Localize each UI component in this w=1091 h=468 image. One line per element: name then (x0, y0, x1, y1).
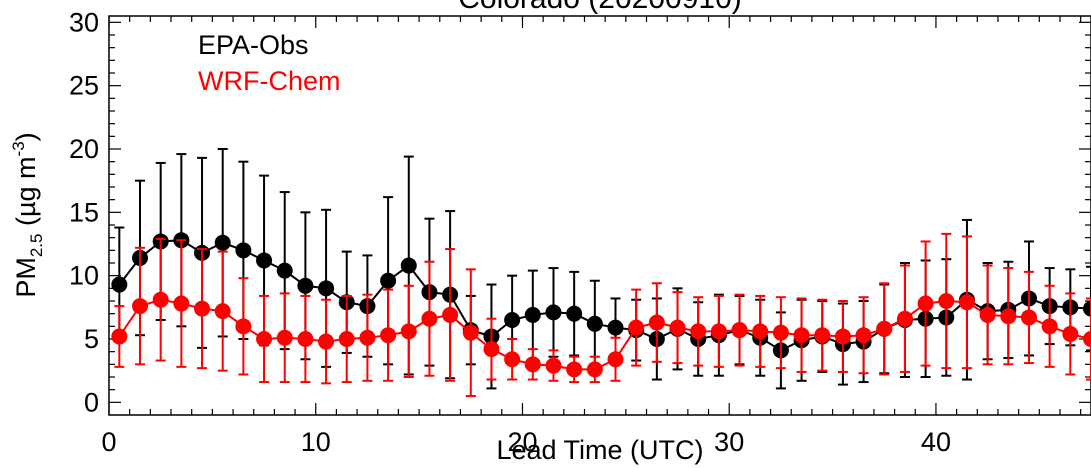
y-tick-label: 20 (69, 134, 99, 164)
data-point (876, 320, 893, 337)
legend-entry-epa-obs: EPA-Obs (198, 30, 309, 60)
y-axis-label-unit-close: ) (11, 132, 41, 141)
y-axis-label-sub: 2.5 (27, 234, 46, 258)
y-tick-label: 5 (84, 324, 99, 354)
data-point (235, 318, 252, 335)
data-point (710, 323, 727, 340)
data-point (1083, 331, 1091, 347)
data-point (545, 357, 562, 374)
y-tick-label: 30 (69, 7, 99, 37)
data-point (772, 324, 789, 341)
y-tick-label: 15 (69, 197, 99, 227)
data-point (524, 356, 541, 373)
data-point (297, 277, 314, 294)
legend-entry-wrf-chem: WRF-Chem (198, 66, 341, 96)
data-point (400, 257, 417, 274)
data-point (359, 329, 376, 346)
data-point (628, 319, 645, 336)
y-tick-label: 25 (69, 71, 99, 101)
data-point (256, 252, 273, 269)
x-axis-label: Lead Time (UTC) (496, 435, 703, 465)
x-tick-label: 10 (301, 427, 331, 457)
data-point (214, 234, 231, 251)
plot-frame (108, 15, 1091, 416)
y-tick-label: 10 (69, 261, 99, 291)
data-point (607, 351, 624, 368)
data-point (235, 242, 252, 259)
data-point (690, 323, 707, 340)
data-point (979, 306, 996, 323)
data-point (958, 294, 975, 311)
data-point (111, 276, 128, 293)
y-axis-label-unit: (µg m (11, 156, 41, 233)
data-point (318, 280, 335, 297)
data-point (814, 327, 831, 344)
x-tick-label: 30 (714, 427, 744, 457)
data-point (111, 328, 128, 345)
data-point (483, 341, 500, 358)
data-point (545, 304, 562, 321)
data-point (586, 361, 603, 378)
data-point (524, 306, 541, 323)
data-point (1000, 308, 1017, 325)
x-tick-label: 0 (101, 427, 116, 457)
data-point (669, 319, 686, 336)
data-point (1020, 309, 1037, 326)
series-wrf-chem (111, 232, 1091, 397)
y-tick-label: 0 (84, 387, 99, 417)
axes-layer (108, 15, 1091, 416)
data-point (276, 262, 293, 279)
data-point (442, 306, 459, 323)
data-point (731, 322, 748, 339)
data-point (214, 303, 231, 320)
data-point (834, 328, 851, 345)
data-point (896, 310, 913, 327)
data-point (132, 298, 149, 315)
chart-title: Colorado (20200910) (458, 0, 742, 15)
data-point (504, 312, 521, 328)
legend: EPA-Obs WRF-Chem (198, 30, 341, 96)
data-point (380, 272, 397, 289)
data-point (648, 314, 665, 331)
data-point (173, 295, 190, 312)
data-point (338, 331, 355, 347)
y-axis-label-main: PM (11, 257, 41, 298)
data-point (256, 331, 273, 347)
data-point (1041, 318, 1058, 335)
data-point (566, 361, 583, 378)
data-point (917, 295, 934, 312)
data-point (462, 324, 479, 341)
data-point (938, 293, 955, 309)
data-point (152, 291, 169, 308)
y-axis-label-unit-sup: -3 (9, 141, 28, 156)
x-tick-label: 20 (507, 427, 537, 457)
series-layer (111, 148, 1091, 397)
data-point (607, 319, 624, 336)
x-tick-label: 40 (921, 427, 951, 457)
data-point (855, 327, 872, 344)
data-point (318, 333, 335, 350)
axis-ticks: 0 10 20 30 40 0 5 10 15 20 25 30 (69, 7, 1091, 457)
data-point (793, 327, 810, 344)
y-axis-label: PM2.5 (µg m-3) (9, 132, 46, 297)
data-point (752, 323, 769, 340)
data-point (1062, 325, 1079, 342)
data-point (297, 331, 314, 347)
svg-text:PM2.5 (µg m-3): PM2.5 (µg m-3) (9, 132, 46, 297)
data-point (566, 305, 583, 322)
data-point (421, 310, 438, 327)
data-point (586, 315, 603, 332)
data-point (276, 329, 293, 346)
data-point (1083, 300, 1091, 317)
series-epa-obs (111, 148, 1091, 390)
data-point (504, 351, 521, 368)
data-point (194, 300, 211, 317)
data-point (380, 327, 397, 344)
data-point (400, 323, 417, 340)
